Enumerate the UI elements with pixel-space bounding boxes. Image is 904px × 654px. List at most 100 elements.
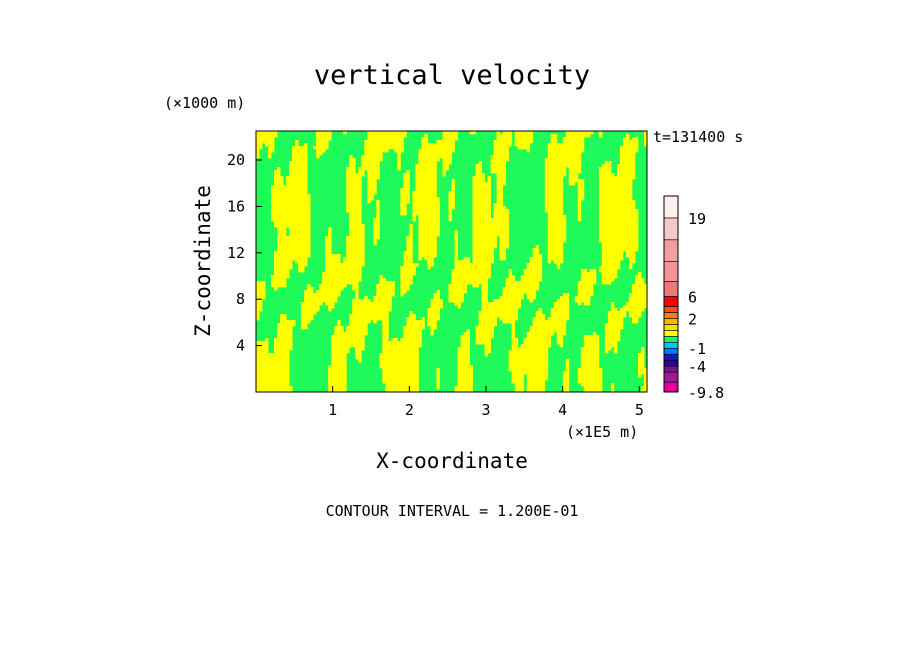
field-cell bbox=[484, 239, 488, 243]
field-cell bbox=[358, 272, 362, 276]
field-cell bbox=[643, 371, 647, 375]
field-cell bbox=[286, 179, 290, 183]
field-cell bbox=[481, 224, 485, 228]
field-cell bbox=[406, 335, 410, 339]
field-cell bbox=[520, 293, 525, 297]
field-cell bbox=[556, 224, 561, 228]
field-cell bbox=[340, 383, 344, 387]
field-cell bbox=[619, 317, 624, 321]
field-cell bbox=[274, 275, 278, 279]
field-cell bbox=[625, 245, 630, 249]
field-cell bbox=[610, 173, 615, 177]
field-cell bbox=[520, 371, 525, 375]
field-cell bbox=[358, 239, 362, 243]
field-cell bbox=[475, 254, 479, 258]
field-cell bbox=[556, 245, 561, 249]
field-cell bbox=[544, 170, 549, 174]
field-cell bbox=[463, 272, 467, 276]
field-cell bbox=[394, 368, 398, 372]
field-cell bbox=[607, 266, 612, 270]
field-cell bbox=[295, 173, 299, 177]
field-cell bbox=[634, 278, 639, 282]
field-cell bbox=[424, 212, 428, 216]
field-cell bbox=[283, 347, 287, 351]
field-cell bbox=[631, 251, 636, 255]
field-cell bbox=[355, 269, 359, 273]
field-cell bbox=[574, 296, 579, 300]
field-cell bbox=[517, 293, 522, 297]
field-cell bbox=[391, 284, 395, 288]
field-cell bbox=[304, 263, 308, 267]
field-cell bbox=[400, 188, 404, 192]
field-cell bbox=[331, 302, 335, 306]
field-cell bbox=[562, 221, 567, 225]
field-cell bbox=[292, 206, 296, 210]
field-cell bbox=[352, 218, 356, 222]
field-cell bbox=[547, 245, 552, 249]
field-cell bbox=[292, 164, 296, 168]
field-cell bbox=[436, 200, 440, 204]
field-cell bbox=[286, 380, 290, 384]
field-cell bbox=[361, 341, 365, 345]
field-cell bbox=[640, 293, 645, 297]
field-cell bbox=[544, 182, 549, 186]
field-cell bbox=[415, 389, 419, 392]
field-cell bbox=[544, 206, 549, 210]
field-cell bbox=[526, 359, 531, 363]
field-cell bbox=[295, 182, 299, 186]
field-cell bbox=[487, 215, 491, 219]
field-cell bbox=[328, 308, 332, 312]
field-cell bbox=[523, 281, 528, 285]
field-cell bbox=[277, 386, 281, 390]
field-cell bbox=[367, 320, 371, 324]
field-cell bbox=[283, 197, 287, 201]
field-cell bbox=[595, 341, 600, 345]
field-cell bbox=[622, 224, 627, 228]
field-cell bbox=[475, 275, 479, 279]
field-cell bbox=[502, 131, 507, 135]
field-cell bbox=[565, 161, 570, 165]
field-cell bbox=[475, 191, 479, 195]
field-cell bbox=[409, 311, 413, 315]
field-cell bbox=[631, 257, 636, 261]
field-cell bbox=[337, 362, 341, 366]
field-cell bbox=[337, 275, 341, 279]
field-cell bbox=[427, 248, 431, 252]
field-cell bbox=[625, 197, 630, 201]
field-cell bbox=[355, 257, 359, 261]
field-cell bbox=[451, 275, 455, 279]
field-cell bbox=[535, 341, 540, 345]
field-cell bbox=[535, 365, 540, 369]
field-cell bbox=[268, 146, 272, 150]
field-cell bbox=[502, 158, 507, 162]
field-cell bbox=[613, 206, 618, 210]
field-cell bbox=[484, 218, 488, 222]
field-cell bbox=[559, 242, 564, 246]
field-cell bbox=[376, 167, 380, 171]
field-cell bbox=[601, 206, 606, 210]
field-cell bbox=[475, 164, 479, 168]
field-cell bbox=[436, 293, 440, 297]
field-cell bbox=[277, 206, 281, 210]
field-cell bbox=[598, 380, 603, 384]
field-cell bbox=[472, 236, 476, 240]
field-cell bbox=[517, 368, 522, 372]
field-cell bbox=[502, 227, 507, 231]
field-cell bbox=[403, 191, 407, 195]
field-cell bbox=[367, 146, 371, 150]
field-cell bbox=[631, 137, 636, 141]
field-cell bbox=[391, 386, 395, 390]
field-cell bbox=[361, 164, 365, 168]
field-cell bbox=[565, 371, 570, 375]
field-cell bbox=[415, 188, 419, 192]
field-cell bbox=[610, 266, 615, 270]
field-cell bbox=[460, 386, 464, 390]
field-cell bbox=[631, 206, 636, 210]
field-cell bbox=[505, 320, 510, 324]
field-cell bbox=[304, 179, 308, 183]
field-cell bbox=[304, 293, 308, 297]
field-cell bbox=[301, 269, 305, 273]
field-cell bbox=[535, 314, 540, 318]
field-cell bbox=[376, 236, 380, 240]
field-cell bbox=[280, 203, 284, 207]
